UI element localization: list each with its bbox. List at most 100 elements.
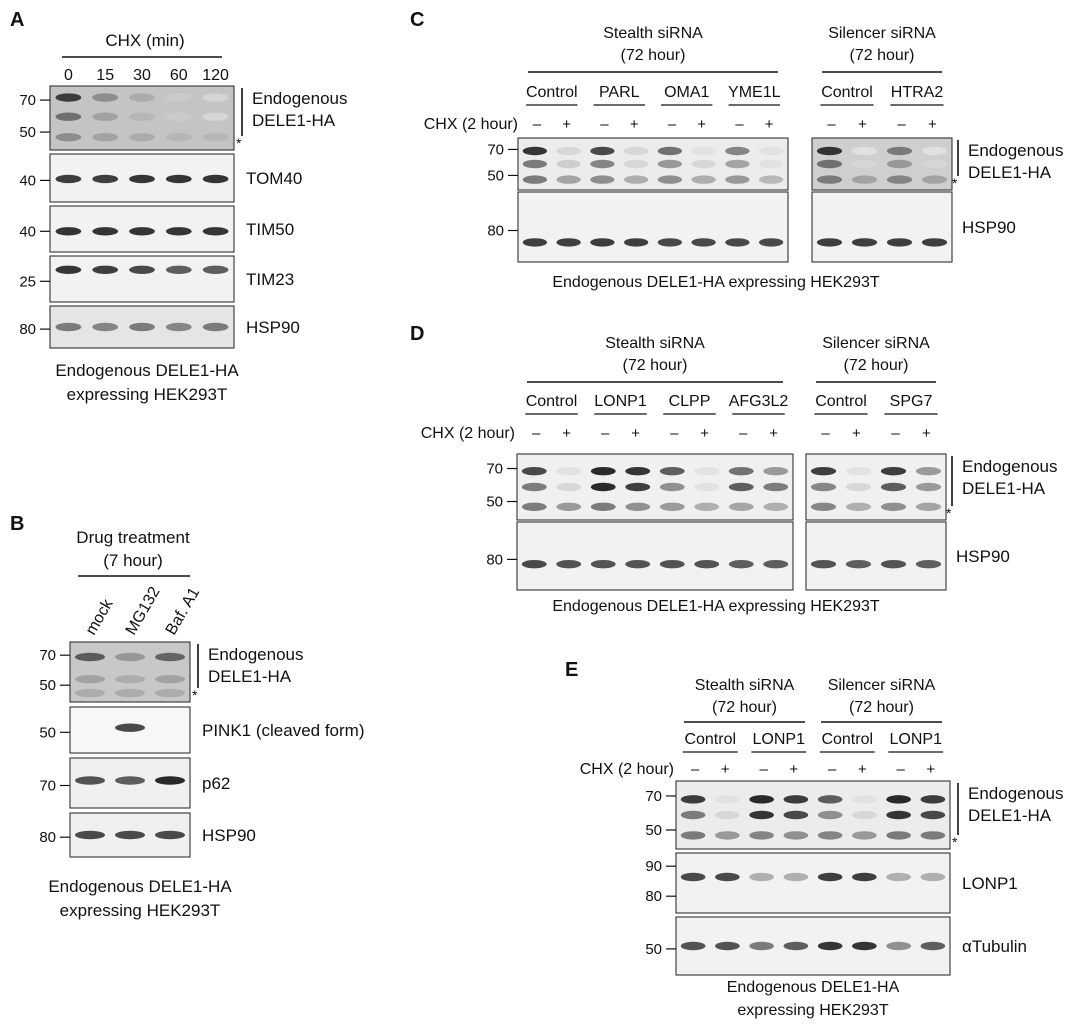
chx-sign: +: [789, 761, 798, 778]
chx-sign: –: [532, 425, 541, 442]
blot-band: [202, 93, 229, 102]
blot-band: [165, 112, 192, 121]
blot-band: [728, 502, 754, 511]
blot-band: [92, 133, 119, 142]
blot-band: [783, 941, 809, 951]
blot-band: [715, 831, 740, 840]
chx-sign: –: [601, 425, 610, 442]
mw-marker: 80: [486, 551, 503, 568]
blot-box: [675, 852, 951, 914]
mw-marker: 40: [19, 223, 36, 240]
group-header: Stealth siRNA: [695, 677, 795, 694]
blot-band: [590, 482, 616, 492]
blot-band: [521, 466, 547, 476]
chx-sign: +: [769, 425, 778, 442]
blot-band: [880, 482, 907, 492]
mw-marker: 80: [19, 321, 36, 338]
blot-band: [590, 559, 616, 569]
blot-band: [845, 559, 872, 569]
blot-box: [516, 521, 794, 591]
blot-band: [625, 466, 651, 476]
panel-caption: Endogenous DELE1-HA expressing HEK293T: [552, 274, 880, 291]
group-header: Silencer siRNA: [828, 677, 936, 694]
blot-band: [921, 146, 948, 156]
blot-band: [75, 652, 105, 662]
blot-band: [155, 675, 185, 684]
mw-marker: 50: [39, 724, 56, 741]
chx-sign: +: [700, 425, 709, 442]
blot-band: [783, 831, 809, 840]
blot-band: [920, 872, 946, 882]
nonspecific-asterisk: *: [952, 834, 958, 850]
blot-band: [202, 174, 229, 184]
chx-sign: –: [760, 761, 769, 778]
blot-band: [155, 776, 185, 785]
chx-sign: –: [691, 761, 700, 778]
blot-band: [921, 159, 948, 169]
group-header: (72 hour): [712, 699, 777, 716]
blot-band: [816, 238, 843, 247]
blot-band: [625, 559, 651, 569]
blot-band: [202, 265, 229, 274]
mw-marker: 80: [487, 223, 504, 240]
blot-band: [659, 482, 685, 492]
nonspecific-asterisk: *: [192, 687, 198, 703]
blot-band: [556, 159, 581, 169]
panel-letter: C: [410, 9, 424, 31]
blot-band: [880, 559, 907, 569]
chx-sign: –: [897, 761, 906, 778]
blot-band: [165, 322, 192, 332]
blot-band: [590, 159, 615, 169]
group-header: (72 hour): [844, 357, 909, 374]
blot-band: [920, 941, 946, 951]
blot-band: [155, 830, 185, 840]
chx-label: CHX (2 hour): [424, 116, 518, 133]
sirna-target-label: Control: [526, 84, 578, 101]
blot-band: [694, 482, 720, 492]
mw-marker: 25: [19, 273, 36, 290]
blot-band: [75, 688, 105, 698]
blot-band: [202, 112, 229, 121]
blot-band: [165, 227, 192, 236]
blot-band: [659, 502, 685, 511]
chx-sign: +: [922, 425, 931, 442]
blot-band: [55, 227, 82, 236]
blot-band: [915, 466, 942, 476]
blot-band: [783, 810, 809, 820]
chx-sign: –: [670, 425, 679, 442]
blot-band: [590, 466, 616, 476]
mw-marker: 50: [487, 167, 504, 184]
blot-band: [715, 872, 740, 882]
blot-band: [852, 810, 877, 820]
blot-band: [55, 133, 82, 142]
chx-sign: +: [852, 425, 861, 442]
chx-sign: +: [721, 761, 730, 778]
blot-band: [763, 559, 789, 569]
blot-band: [556, 146, 581, 156]
chx-label: CHX (2 hour): [421, 425, 515, 442]
blot-band: [55, 265, 82, 274]
blot-band: [165, 265, 192, 274]
blot-band: [556, 502, 582, 511]
chx-sign: +: [858, 761, 867, 778]
treatment-header: (7 hour): [103, 551, 163, 570]
chx-sign: +: [765, 116, 774, 133]
panel-caption: Endogenous DELE1-HA expressing HEK293T: [552, 598, 880, 615]
blot-band: [749, 795, 774, 804]
blot-band: [886, 872, 911, 882]
blot-band: [886, 146, 913, 156]
blot-band: [725, 146, 750, 156]
blot-band: [680, 941, 706, 951]
panel-caption: Endogenous DELE1-HA: [48, 877, 232, 896]
blot-band: [202, 322, 229, 332]
blot-band: [75, 776, 105, 785]
protein-label: DELE1-HA: [208, 667, 292, 686]
blot-box: [517, 191, 789, 263]
blot-band: [115, 675, 145, 684]
blot-band: [75, 830, 105, 840]
chx-sign: –: [739, 425, 748, 442]
protein-label: Endogenous: [208, 645, 303, 664]
blot-band: [623, 159, 649, 169]
chx-sign: –: [735, 116, 744, 133]
blot-band: [521, 559, 547, 569]
